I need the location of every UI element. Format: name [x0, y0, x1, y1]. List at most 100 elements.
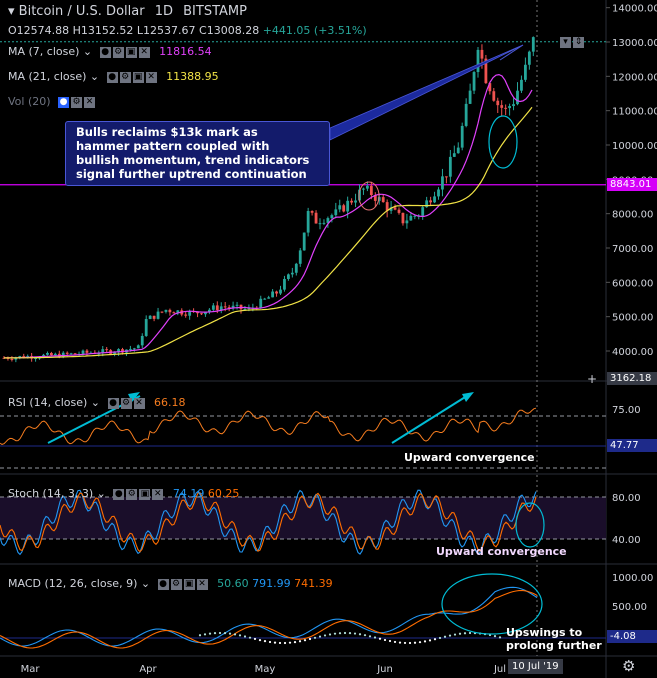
eye-icon[interactable]: ● [58, 97, 70, 108]
candle-body-13 [53, 353, 57, 356]
gear-icon[interactable]: ⚙ [126, 489, 138, 500]
candle-body-69 [275, 291, 278, 294]
ma7-legend: MA (7, close) ⌄ ● ⚙ ▣ ✕ 11816.54 [8, 45, 212, 59]
candle-body-110 [437, 189, 440, 197]
candle-body-115 [456, 147, 460, 154]
macd-hist-dot-37 [383, 638, 387, 642]
ohlc-low: L12537.67 [136, 24, 196, 37]
candle-body-82 [326, 218, 330, 223]
candle-body-44 [176, 310, 180, 314]
candle-body-17 [69, 353, 73, 355]
macd-hist-dot-35 [373, 636, 377, 639]
candle-body-118 [468, 90, 472, 104]
macd-hist-dot-12 [258, 639, 262, 642]
eye-icon[interactable]: ● [99, 47, 111, 58]
close-icon[interactable]: ✕ [145, 72, 157, 83]
candle-body-62 [247, 308, 251, 310]
macd-hist-dot-31 [353, 632, 357, 635]
more-icon[interactable]: ▣ [132, 72, 144, 83]
candle-body-18 [73, 353, 77, 355]
candle-body-79 [314, 212, 318, 224]
macd-hist-dot-0 [198, 634, 202, 637]
candle-body-55 [219, 306, 223, 311]
macd-tick-1000: 1000.00 [612, 573, 653, 584]
eye-icon[interactable]: ● [157, 579, 169, 590]
more-icon[interactable]: ▣ [183, 579, 195, 590]
candle-body-65 [259, 298, 263, 309]
annotation-line-2: hammer pattern coupled with [76, 139, 270, 153]
macd-hist-dot-46 [428, 639, 432, 642]
macd-hist-dot-47 [433, 638, 437, 641]
gear-icon[interactable]: ⚙ [120, 398, 132, 409]
macd-hist-dot-17 [283, 641, 287, 645]
rsi-line [0, 407, 537, 445]
candle-body-51 [204, 311, 207, 315]
chevron-down-icon[interactable]: ⌄ [82, 45, 93, 58]
ohlc-change: +441.05 (+3.51%) [262, 24, 367, 37]
close-icon[interactable]: ✕ [84, 97, 96, 108]
candle-body-28 [113, 352, 116, 354]
exchange: BITSTAMP [183, 4, 247, 19]
gear-icon[interactable]: ⚙ [71, 97, 83, 108]
macd-hist-dot-25 [323, 634, 327, 637]
chevron-down-icon[interactable]: ⌄ [89, 70, 100, 83]
eye-icon[interactable]: ● [106, 72, 118, 83]
chevron-down-icon[interactable]: ⌄ [90, 396, 100, 409]
candle-body-35 [140, 335, 144, 346]
candle-body-72 [287, 274, 290, 279]
arrow-down-icon[interactable]: ▾ [560, 37, 571, 48]
symbol-name: Bitcoin / U.S. Dollar [18, 4, 145, 19]
macd-hist-dot-44 [418, 641, 422, 644]
rsi-label: RSI (14, close) [8, 396, 88, 409]
macd-hist-dot-11 [253, 637, 257, 641]
macd-hist-dot-8 [238, 634, 242, 637]
macd-signal-line [0, 589, 538, 649]
ma7-value: 11816.54 [159, 45, 212, 58]
gear-icon[interactable]: ⚙ [622, 657, 636, 675]
close-icon[interactable]: ✕ [133, 398, 145, 409]
gear-icon[interactable]: ⚙ [112, 47, 124, 58]
close-icon[interactable]: ✕ [152, 489, 164, 500]
candles [2, 36, 535, 363]
candle-body-58 [231, 305, 235, 308]
candle-body-83 [330, 215, 334, 219]
candle-body-81 [322, 222, 326, 224]
macd-line [0, 586, 538, 647]
macd-hist-dot-20 [298, 640, 302, 643]
collapse-icon[interactable]: ▾ [8, 4, 15, 19]
candle-body-36 [144, 319, 148, 336]
ma21-label: MA (21, close) [8, 70, 87, 83]
chevron-down-icon[interactable]: ⌄ [96, 487, 106, 500]
ma7-label: MA (7, close) [8, 45, 80, 58]
more-icon[interactable]: ▣ [125, 47, 137, 58]
eye-icon[interactable]: ● [113, 489, 125, 500]
rsi-tick-75: 75.00 [612, 405, 641, 416]
candle-body-38 [152, 315, 156, 319]
interval[interactable]: 1D [154, 4, 173, 19]
macd-hist-dot-42 [408, 641, 412, 645]
candle-body-123 [488, 83, 492, 92]
macd-hist-dot-36 [378, 637, 382, 640]
more-icon[interactable]: ▣ [139, 489, 151, 500]
macd-hist-dot-18 [288, 641, 292, 644]
maximize-icon[interactable]: ⇕ [573, 37, 584, 48]
macd-hist-dot-15 [273, 641, 277, 644]
gear-icon[interactable]: ⚙ [170, 579, 182, 590]
close-icon[interactable]: ✕ [196, 579, 208, 590]
candle-body-102 [405, 220, 409, 224]
macd-hist-dot-19 [293, 640, 297, 644]
close-icon[interactable]: ✕ [138, 47, 150, 58]
candle-body-34 [136, 345, 140, 349]
eye-icon[interactable]: ● [107, 398, 119, 409]
candle-body-59 [235, 304, 239, 306]
macd-hist-dot-13 [263, 640, 267, 643]
crosshair-plus-icon[interactable]: + [587, 372, 598, 386]
gear-icon[interactable]: ⚙ [119, 72, 131, 83]
candle-body-42 [168, 309, 172, 313]
chevron-down-icon[interactable]: ⌄ [140, 577, 151, 590]
annotation-box: Bulls reclaims $13k mark as hammer patte… [65, 121, 330, 186]
ma21-legend: MA (21, close) ⌄ ● ⚙ ▣ ✕ 11388.95 [8, 70, 219, 84]
candle-body-41 [164, 309, 168, 312]
macd-hist-dot-34 [368, 635, 372, 638]
stoch-band [0, 497, 606, 539]
